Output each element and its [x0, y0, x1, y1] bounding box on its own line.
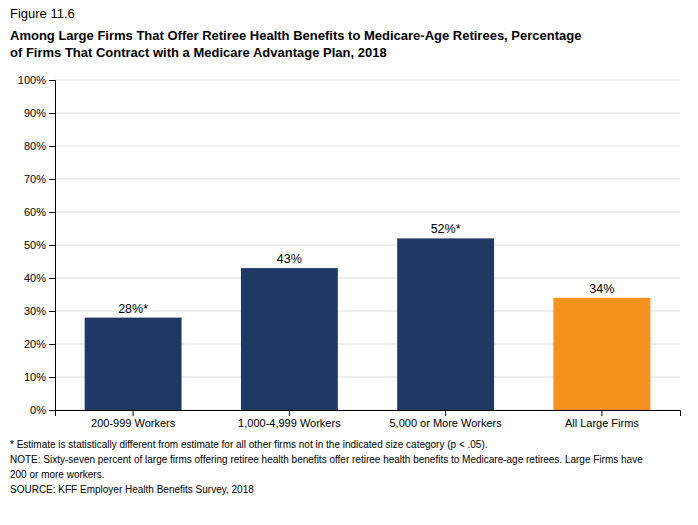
header: Figure 11.6 Among Large Firms That Offer … [10, 6, 581, 60]
bars [85, 238, 651, 410]
y-tick: 0% [30, 404, 55, 416]
x-tick-label: All Large Firms [565, 417, 639, 429]
grid-line [55, 146, 680, 147]
y-tick-label: 40% [24, 272, 46, 284]
y-tick-label: 30% [24, 305, 46, 317]
bar [241, 268, 338, 410]
title: of Firms That Contract with a Medicare A… [10, 45, 387, 60]
y-tick-label: 10% [24, 371, 46, 383]
footnote: * Estimate is statistically different fr… [10, 439, 488, 450]
x-tick: 200-999 Workers [91, 410, 176, 429]
y-tick-mark [49, 311, 55, 312]
y-tick: 10% [24, 371, 55, 383]
y-tick: 30% [24, 305, 55, 317]
y-tick-mark [49, 278, 55, 279]
footnote: NOTE: Sixty-seven percent of large firms… [10, 454, 643, 465]
y-tick-label: 80% [24, 140, 46, 152]
grid-line [55, 245, 680, 246]
footnote: SOURCE: KFF Employer Health Benefits Sur… [10, 484, 254, 495]
x-tick-label: 200-999 Workers [91, 417, 176, 429]
x-tick-mark [601, 410, 602, 416]
y-tick: 90% [24, 107, 55, 119]
y-tick-label: 20% [24, 338, 46, 350]
y-tick: 50% [24, 239, 55, 251]
y-tick-mark [49, 146, 55, 147]
y-tick-mark [49, 212, 55, 213]
bar [85, 318, 182, 410]
x-axis: 200-999 Workers 1,000-4,999 Workers 5,000 … [56, 410, 681, 429]
data-label: 43% [277, 252, 302, 266]
y-tick-mark [49, 344, 55, 345]
y-tick: 70% [24, 173, 55, 185]
y-tick-mark [49, 377, 55, 378]
data-labels: 28%* 43% 52%* 34% [118, 222, 614, 315]
bar [553, 298, 650, 410]
chart: Figure 11.6 Among Large Firms That Offer … [0, 0, 698, 525]
y-tick: 20% [24, 338, 55, 350]
y-tick-mark [49, 179, 55, 180]
grid-line [55, 212, 680, 213]
grid-line [55, 278, 680, 279]
y-tick-label: 90% [24, 107, 46, 119]
x-tick-label: 1,000-4,999 Workers [238, 417, 341, 429]
grid-line [55, 80, 680, 81]
x-tick-label: 5,000 or More Workers [389, 417, 502, 429]
grid-line [55, 179, 680, 180]
y-tick-mark [49, 245, 55, 246]
y-tick-mark [49, 80, 55, 81]
x-tick: All Large Firms [565, 410, 639, 429]
x-tick-mark [445, 410, 446, 416]
y-axis: 0% 10% 20% 30% 40% 50% 60% 70% 80% 90% 100% [18, 74, 56, 416]
y-tick-label: 0% [30, 404, 46, 416]
x-tick-mark [133, 410, 134, 416]
x-tick-mark [289, 410, 290, 416]
footnote: 200 or more workers. [10, 469, 104, 480]
footnotes: * Estimate is statistically different fr… [10, 439, 643, 495]
y-tick-mark [49, 410, 55, 411]
y-axis-line [49, 81, 56, 411]
x-axis-line [56, 411, 681, 417]
y-tick-label: 60% [24, 206, 46, 218]
y-tick-mark [49, 113, 55, 114]
x-tick: 1,000-4,999 Workers [238, 410, 341, 429]
y-tick: 100% [18, 74, 55, 86]
data-label: 34% [589, 282, 614, 296]
y-tick: 40% [24, 272, 55, 284]
grid [55, 80, 680, 410]
y-tick-label: 70% [24, 173, 46, 185]
figure-label: Figure 11.6 [10, 6, 75, 21]
title: Among Large Firms That Offer Retiree Hea… [10, 28, 581, 43]
data-label: 28%* [118, 302, 148, 316]
data-label: 52%* [431, 222, 461, 236]
y-tick-label: 50% [24, 239, 46, 251]
grid-line [55, 113, 680, 114]
plot: 28%* 43% 52%* 34% 0% 10% 20% 30% 40% 50% 60% 70% 80%… [18, 74, 681, 429]
bar [397, 238, 494, 410]
y-tick-label: 100% [18, 74, 46, 86]
y-tick: 80% [24, 140, 55, 152]
y-tick: 60% [24, 206, 55, 218]
x-tick: 5,000 or More Workers [389, 410, 502, 429]
